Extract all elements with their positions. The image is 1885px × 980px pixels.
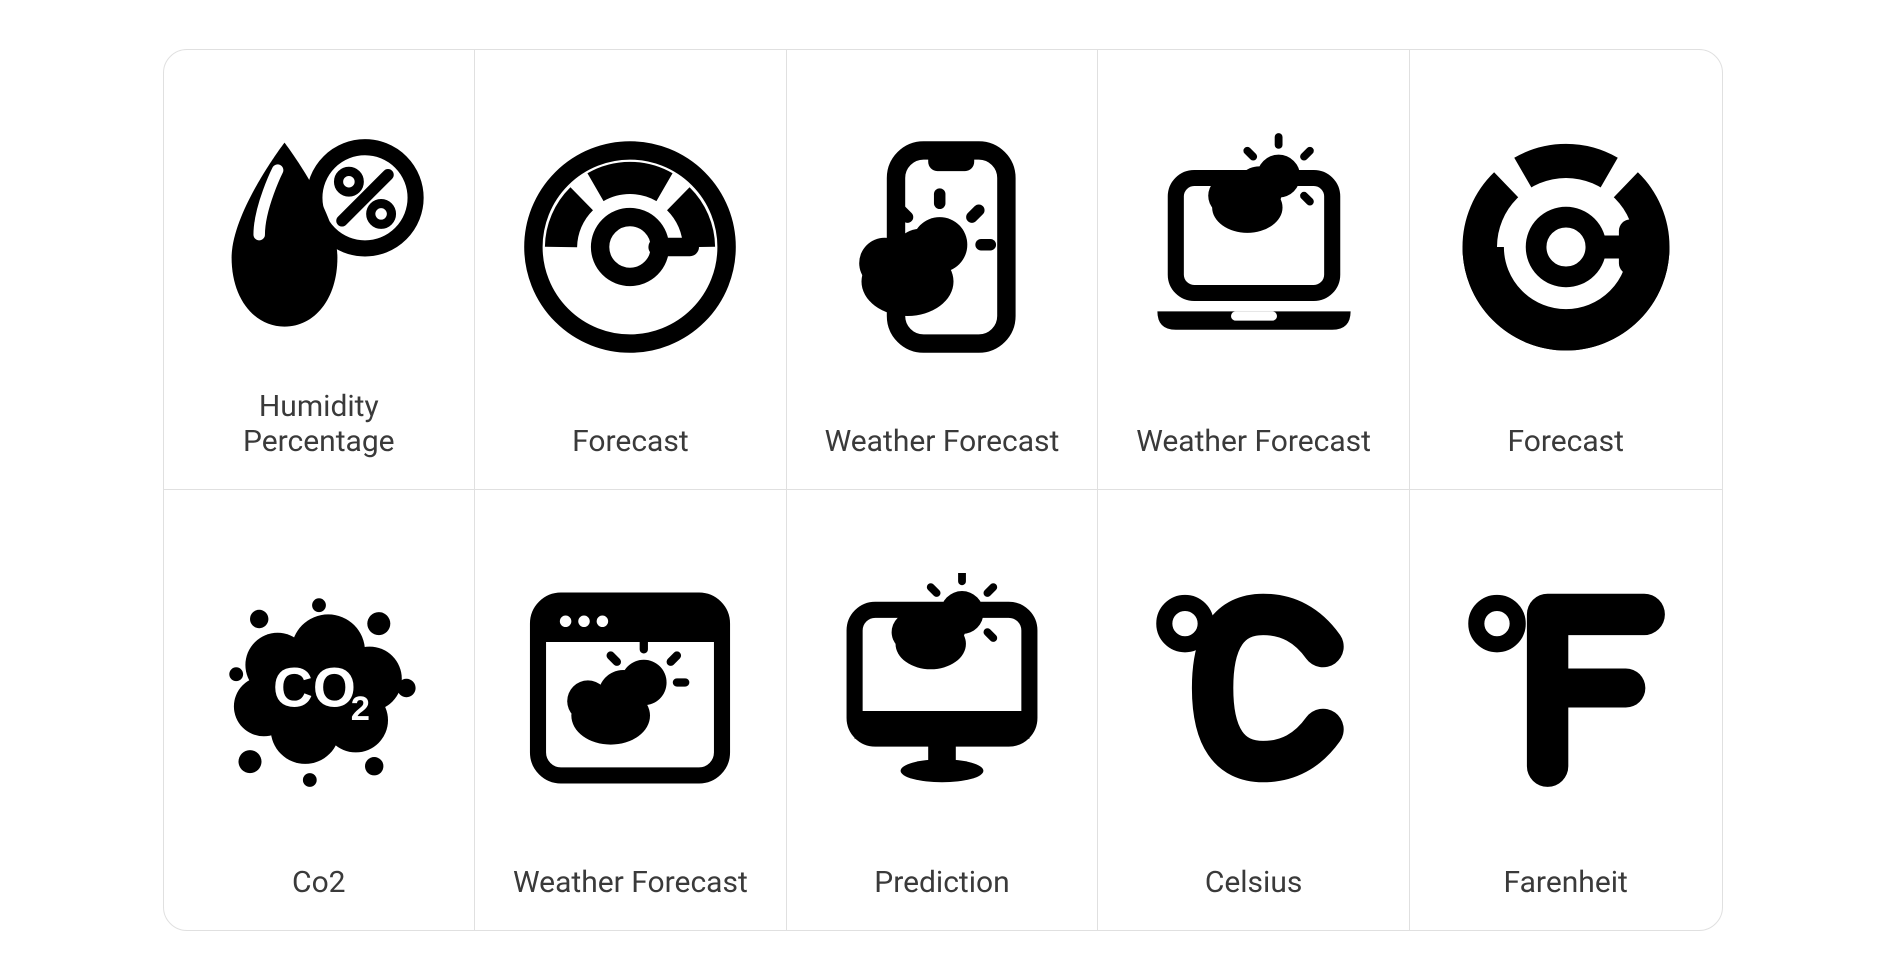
- icon-cell: Weather Forecast: [1098, 50, 1410, 490]
- icon-cell: Weather Forecast: [787, 50, 1099, 490]
- icon-label: Weather Forecast: [513, 865, 748, 900]
- icon-label: Weather Forecast: [1136, 424, 1371, 459]
- svg-text:2: 2: [351, 690, 370, 728]
- weather-forecast-phone-icon: [807, 90, 1078, 404]
- fahrenheit-icon: [1430, 530, 1702, 845]
- forecast-gauge-icon: [495, 90, 766, 404]
- icon-cell: Humidity Percentage: [164, 50, 476, 490]
- icon-label: Farenheit: [1504, 865, 1628, 900]
- prediction-monitor-icon: [807, 530, 1078, 845]
- co2-icon: CO 2: [184, 530, 455, 845]
- icon-label: Forecast: [1507, 424, 1624, 459]
- icon-grid-container: Humidity Percentage Forecast: [163, 49, 1723, 931]
- icon-cell: Forecast: [1410, 50, 1722, 490]
- celsius-icon: [1118, 530, 1389, 845]
- icon-cell: Prediction: [787, 490, 1099, 930]
- weather-forecast-laptop-icon: [1118, 90, 1389, 404]
- humidity-percentage-icon: [184, 90, 455, 369]
- icon-cell: Forecast: [475, 50, 787, 490]
- icon-grid: Humidity Percentage Forecast: [164, 50, 1722, 930]
- icon-label: Humidity Percentage: [184, 389, 455, 459]
- icon-label: Forecast: [572, 424, 689, 459]
- icon-cell: Celsius: [1098, 490, 1410, 930]
- forecast-dial-icon: [1430, 90, 1702, 404]
- icon-label: Weather Forecast: [825, 424, 1060, 459]
- icon-label: Prediction: [874, 865, 1009, 900]
- icon-label: Co2: [292, 865, 346, 900]
- icon-cell: CO 2 Co2: [164, 490, 476, 930]
- icon-cell: Weather Forecast: [475, 490, 787, 930]
- icon-label: Celsius: [1205, 865, 1303, 900]
- icon-cell: Farenheit: [1410, 490, 1722, 930]
- svg-text:CO: CO: [273, 656, 356, 718]
- weather-forecast-browser-icon: [495, 530, 766, 845]
